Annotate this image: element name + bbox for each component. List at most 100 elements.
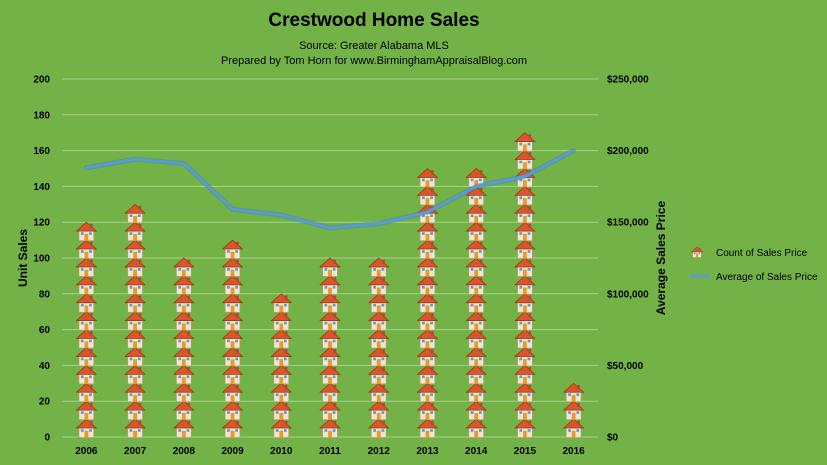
chart-title: Crestwood Home Sales [268,10,480,31]
house-icon [75,418,97,439]
bar [75,207,97,439]
house-icon [222,257,244,277]
house-icon [368,293,390,313]
legend-label: Count of Sales Price [716,248,808,259]
y-tick-label: 80 [39,289,51,300]
x-tick-label: 2013 [416,446,439,457]
house-icon [173,257,195,277]
bar [416,166,438,439]
bar [270,288,292,439]
house-icon [416,185,438,206]
house-icon [319,418,341,439]
x-tick-label: 2016 [563,446,586,457]
house-icon [416,347,438,367]
y-tick-label: 100 [33,254,50,265]
y2-tick-label: $150,000 [607,218,649,229]
house-icon [368,364,390,385]
house-icon [514,347,536,367]
house-icon [75,400,97,421]
house-icon [514,329,536,349]
x-tick-label: 2006 [75,446,98,457]
house-icon [514,120,536,133]
x-tick-label: 2011 [319,446,341,457]
house-icon [514,185,536,206]
y-tick-label: 160 [33,146,50,157]
house-icon [222,275,244,295]
house-icon [270,293,292,313]
house-icon [514,293,536,313]
house-icon [173,364,195,385]
x-tick-label: 2012 [368,446,391,457]
house-icon [270,400,292,421]
house-icon [368,257,390,277]
house-icon [416,167,438,188]
y-tick-label: 180 [33,110,50,121]
house-icon [222,347,244,367]
house-icon [124,203,146,224]
house-icon [416,364,438,385]
y2-tick-label: $250,000 [607,75,649,86]
x-tick-label: 2014 [465,446,488,457]
house-icon [75,275,97,295]
house-icon [75,329,97,349]
y2-tick-label: $50,000 [607,361,644,372]
house-icon [416,329,438,349]
y2-axis-title: Average Sales Price [654,201,668,316]
house-icon [75,239,97,260]
legend-house-icon [690,246,704,258]
bar [514,120,536,439]
y-tick-label: 40 [39,361,51,372]
house-icon [270,364,292,385]
house-icon [465,164,487,169]
house-icon [416,311,438,331]
y-axis-title: Unit Sales [16,229,30,287]
house-icon [173,418,195,439]
house-icon [465,221,487,242]
house-icon [514,311,536,331]
house-icon [465,364,487,385]
house-icon [173,311,195,331]
house-icon [124,311,146,331]
house-icon [270,382,292,403]
house-icon [368,418,390,439]
house-icon [270,347,292,367]
house-icon [222,239,244,260]
y-tick-label: 60 [39,325,51,336]
house-icon [124,364,146,385]
x-tick-label: 2009 [221,446,244,457]
house-icon [270,288,292,294]
line-series [84,149,576,230]
house-icon [319,257,341,277]
house-icon [75,347,97,367]
bar [222,232,244,439]
house-icon [514,418,536,439]
chart-subtitle-source: Source: Greater Alabama MLS [299,40,449,52]
bar [124,198,146,439]
house-icon [124,329,146,349]
bar [319,256,341,439]
house-icon [465,311,487,331]
house-icon [222,382,244,403]
house-icon [416,239,438,260]
house-icon [416,400,438,421]
house-icon [514,239,536,260]
house-icon [416,257,438,277]
house-icon [75,257,97,277]
house-icon [319,329,341,349]
house-icon [124,293,146,313]
house-icon [270,418,292,439]
house-icon [563,382,585,403]
house-icon [563,372,585,384]
house-icon [75,221,97,242]
house-icon [173,382,195,403]
house-icon [514,400,536,421]
house-icon [124,400,146,421]
house-icon [222,311,244,331]
house-icon [75,293,97,313]
house-icon [416,166,438,169]
house-icon [368,347,390,367]
house-icon [368,382,390,403]
house-icon [368,400,390,421]
y2-tick-label: $100,000 [607,289,649,300]
